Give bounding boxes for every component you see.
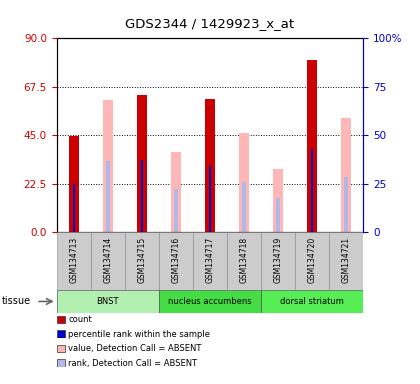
- Bar: [273, 169, 283, 232]
- Text: GSM134714: GSM134714: [103, 237, 112, 283]
- Text: GSM134721: GSM134721: [342, 237, 351, 283]
- Bar: [209, 166, 211, 232]
- Bar: [73, 184, 75, 232]
- Bar: [91, 232, 125, 290]
- Bar: [261, 290, 363, 313]
- Bar: [205, 99, 215, 232]
- Text: BNST: BNST: [97, 297, 119, 306]
- Bar: [329, 232, 363, 290]
- Bar: [105, 161, 110, 232]
- Text: dorsal striatum: dorsal striatum: [280, 297, 344, 306]
- Bar: [261, 232, 295, 290]
- Text: GSM134713: GSM134713: [69, 237, 78, 283]
- Bar: [242, 182, 246, 232]
- Bar: [307, 60, 317, 232]
- Text: value, Detection Call = ABSENT: value, Detection Call = ABSENT: [68, 344, 202, 353]
- Bar: [159, 232, 193, 290]
- Bar: [311, 149, 313, 232]
- Text: GSM134717: GSM134717: [205, 237, 215, 283]
- Bar: [341, 118, 351, 232]
- Text: nucleus accumbens: nucleus accumbens: [168, 297, 252, 306]
- Text: GDS2344 / 1429923_x_at: GDS2344 / 1429923_x_at: [126, 17, 294, 30]
- Bar: [57, 232, 91, 290]
- Bar: [344, 177, 349, 232]
- Bar: [239, 133, 249, 232]
- Text: GSM134718: GSM134718: [239, 237, 249, 283]
- Text: tissue: tissue: [2, 296, 31, 306]
- Text: count: count: [68, 315, 92, 324]
- Bar: [171, 152, 181, 232]
- Text: GSM134715: GSM134715: [137, 237, 146, 283]
- Text: GSM134716: GSM134716: [171, 237, 181, 283]
- Text: percentile rank within the sample: percentile rank within the sample: [68, 329, 210, 339]
- Bar: [137, 96, 147, 232]
- Bar: [103, 100, 113, 232]
- Bar: [69, 136, 79, 232]
- Bar: [193, 232, 227, 290]
- Bar: [276, 198, 280, 232]
- Bar: [125, 232, 159, 290]
- Bar: [141, 160, 143, 232]
- Bar: [174, 189, 178, 232]
- Text: rank, Detection Call = ABSENT: rank, Detection Call = ABSENT: [68, 359, 197, 368]
- Bar: [159, 290, 261, 313]
- Text: GSM134719: GSM134719: [274, 237, 283, 283]
- Bar: [57, 290, 159, 313]
- Bar: [295, 232, 329, 290]
- Text: GSM134720: GSM134720: [308, 237, 317, 283]
- Bar: [227, 232, 261, 290]
